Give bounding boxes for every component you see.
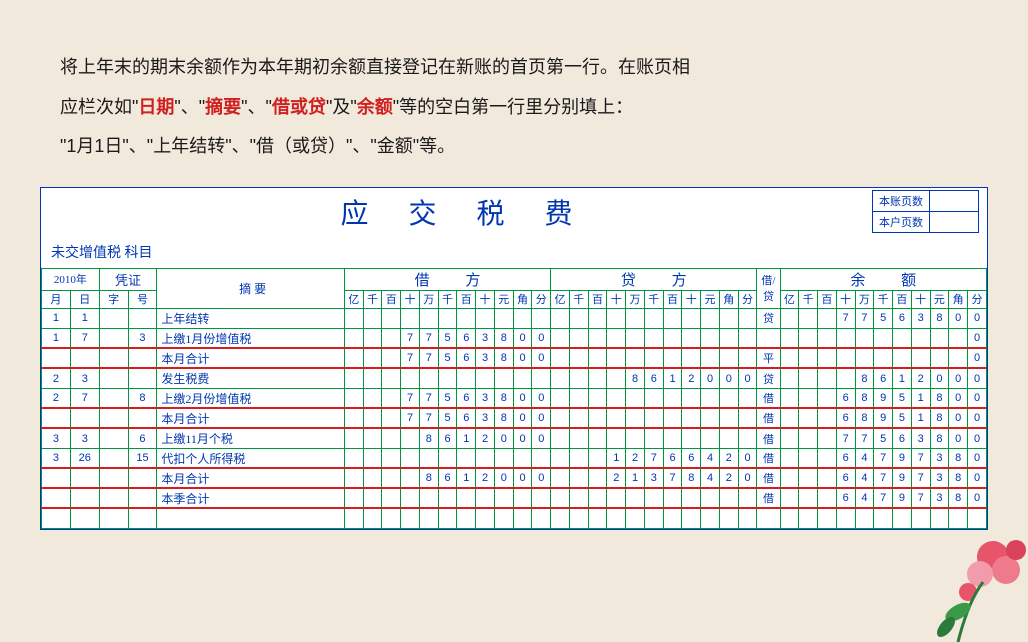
page-label: 本账页数 xyxy=(873,191,930,211)
text: 将上年末的期末余额作为本年期初余额直接登记在新账的首页第一行。在账页相 xyxy=(60,57,690,77)
text: "1月1日"、"上年结转"、"借（或贷）"、"金额"等。 xyxy=(60,136,455,156)
highlight-drcr: 借或贷 xyxy=(272,97,326,117)
balance-header: 余 额 xyxy=(780,268,987,290)
ledger-row: 本月合计 77563800 平 0 xyxy=(42,348,987,368)
ledger-row xyxy=(42,508,987,528)
ledger-row: 23 发生税费 8612000 贷 8612000 xyxy=(42,368,987,388)
credit-header: 贷 方 xyxy=(551,268,757,290)
instruction-paragraph: 将上年末的期末余额作为本年期初余额直接登记在新账的首页第一行。在账页相 应栏次如… xyxy=(0,0,1028,187)
subject-line: 未交增值税 科目 xyxy=(41,236,987,268)
ledger-table: 2010年 凭证 摘 要 借 方 贷 方 借/贷 余 额 月日 字号 亿千百十万… xyxy=(41,268,987,529)
ledger: 应交税费 本账页数 本户页数 未交增值税 科目 2010年 凭证 摘 要 借 方… xyxy=(40,187,988,530)
voucher-header: 凭证 xyxy=(99,268,157,290)
ledger-row: 33 6 上缴11月个税 8612000 借 77563800 xyxy=(42,428,987,448)
highlight-summary: 摘要 xyxy=(205,97,241,117)
ledger-title: 应交税费 xyxy=(41,192,872,232)
ledger-row: 326 15 代扣个人所得税 12766420 借 64797380 xyxy=(42,448,987,468)
summary-header: 摘 要 xyxy=(157,268,345,308)
dc-header: 借/贷 xyxy=(757,268,780,308)
page-box: 本账页数 本户页数 xyxy=(872,190,979,233)
text: 应栏次如 xyxy=(60,97,132,117)
page-value xyxy=(930,212,978,232)
debit-header: 借 方 xyxy=(344,268,550,290)
page-value xyxy=(930,191,978,211)
year-header: 2010年 xyxy=(42,268,100,290)
ledger-row: 本季合计 借 64797380 xyxy=(42,488,987,508)
ledger-row: 27 8 上缴2月份增值税 77563800 借 68951800 xyxy=(42,388,987,408)
highlight-balance: 余额 xyxy=(357,97,393,117)
ledger-row: 本月合计 77563800 借 68951800 xyxy=(42,408,987,428)
ledger-row: 11 上年结转 贷 77563800 xyxy=(42,308,987,328)
ledger-header: 应交税费 本账页数 本户页数 xyxy=(41,188,987,236)
page-label: 本户页数 xyxy=(873,212,930,232)
ledger-row: 本月合计 861200021378420 借 64797380 xyxy=(42,468,987,488)
highlight-date: 日期 xyxy=(138,97,174,117)
ledger-row: 17 3 上缴1月份增值税 77563800 0 xyxy=(42,328,987,348)
